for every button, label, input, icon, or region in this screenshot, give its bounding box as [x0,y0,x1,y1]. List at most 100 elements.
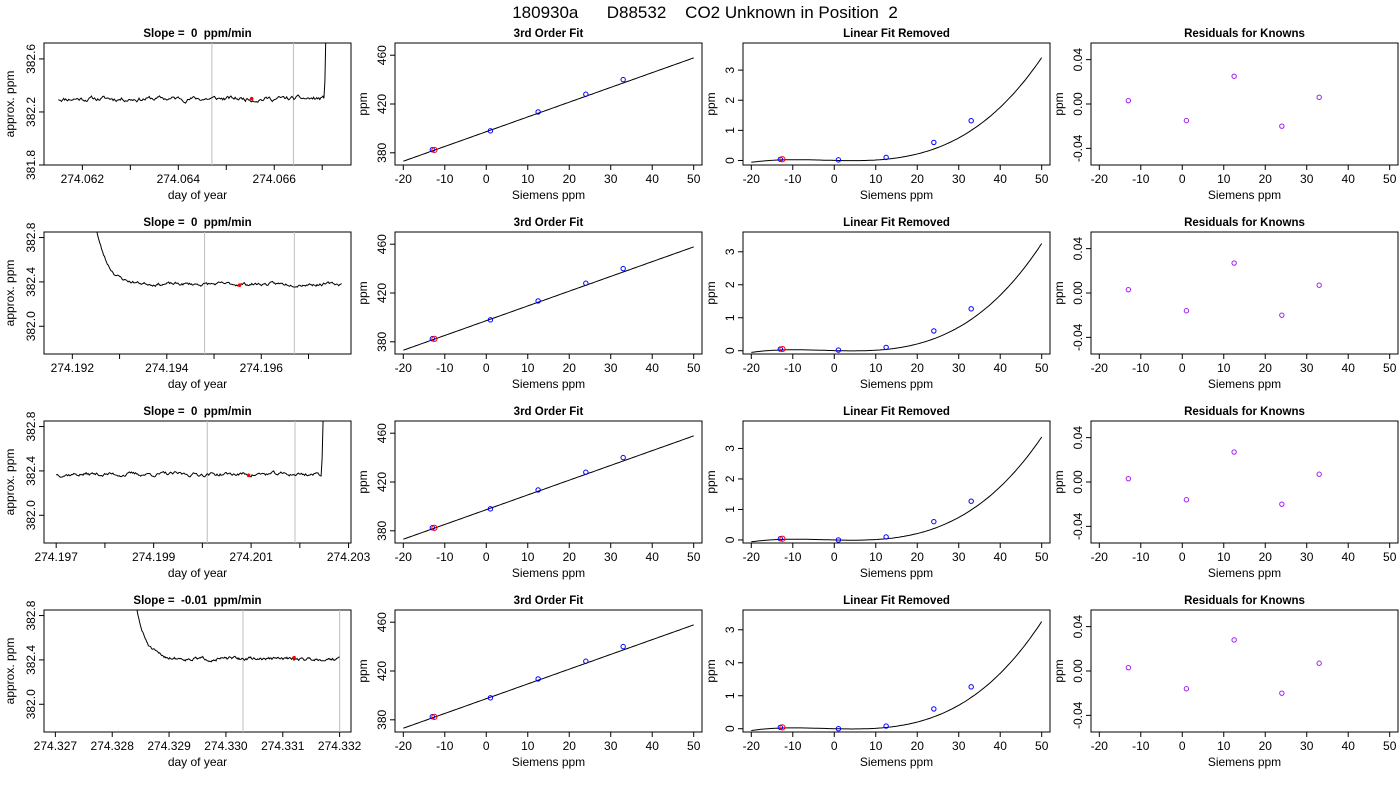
y-tick-label: 0 [723,536,737,543]
y-tick-label: 382.4 [24,645,38,675]
panel-title: Residuals for Knowns [1184,28,1305,40]
unknown-sample-point [779,535,786,542]
unknown-sample-point [779,156,786,163]
standard-point [968,306,974,312]
panel-r3-drift: Slope = 0 ppm/min 274.197 274.199 274.201 27… [3,406,371,580]
x-tick-label: 40 [1342,739,1356,753]
x-tick-label: 30 [1300,550,1314,564]
x-tick-label: -20 [743,172,761,186]
standard-point [620,76,626,83]
x-axis-label: day of year [168,566,227,580]
x-tick-label: 0 [1179,739,1186,753]
x-axis-label: Siemens ppm [512,377,585,391]
x-tick-label: 10 [1217,172,1231,186]
plot-area [1125,449,1322,507]
x-tick-label: 50 [687,739,701,753]
plot-area [1125,637,1322,696]
standard-point [1125,664,1132,671]
x-tick-label: 20 [563,361,577,375]
y-tick-label: 382.0 [24,500,38,530]
x-tick-label: 274.328 [91,739,135,753]
y-tick-label: -0.04 [1071,323,1085,351]
plot-frame [1090,42,1399,166]
analysis-point-marker [249,96,254,101]
standard-point [583,658,589,664]
x-tick-label: 0 [483,739,490,753]
x-tick-label: -20 [743,550,761,564]
standard-point [1279,501,1285,507]
x-tick-label: 50 [1035,361,1049,375]
x-tick-label: 30 [604,739,618,753]
x-tick-label: -10 [1132,172,1150,186]
plot-area [1125,73,1322,129]
y-tick-label: 0.00 [1071,470,1085,494]
plot-area [403,246,694,351]
y-tick-label: 382.4 [24,267,38,297]
x-tick-label: 274.066 [253,172,297,186]
x-tick-label: 30 [604,550,618,564]
unknown-sample-point [779,724,786,731]
panel-r3-linrem: Linear Fit Removed -20 -10 0 10 20 30 40 50 0 1 2 3 S… [704,406,1051,580]
standard-point [535,676,541,682]
panel-title: Residuals for Knowns [1184,217,1305,229]
standard-point [968,118,974,124]
standard-point [1231,260,1237,266]
panel-title: Linear Fit Removed [843,406,950,418]
fit-curve [403,624,694,729]
standard-point [487,695,494,701]
standard-point [487,128,494,134]
y-tick-label: 0.04 [1071,615,1085,639]
standard-point [835,157,842,163]
x-axis-label: Siemens ppm [1208,566,1281,580]
x-tick-label: 274.064 [157,172,201,186]
plot-area [751,621,1043,732]
standard-point [1183,497,1190,503]
x-tick-label: 10 [869,172,883,186]
x-tick-label: -10 [784,172,802,186]
y-tick-label: 1 [723,314,737,321]
x-tick-label: 0 [1179,172,1186,186]
x-axis-label: Siemens ppm [1208,188,1281,202]
x-tick-label: 0 [1179,550,1186,564]
x-tick-label: 0 [483,550,490,564]
x-tick-label: 50 [1383,172,1397,186]
y-axis-label: approx. ppm [3,638,17,705]
y-tick-label: 382.8 [24,222,38,252]
x-tick-label: 274.329 [147,739,191,753]
panel-r2-linrem: Linear Fit Removed -20 -10 0 10 20 30 40 50 0 1 2 3 S… [704,217,1051,391]
panel-title: Residuals for Knowns [1184,595,1305,607]
x-axis-label: Siemens ppm [512,755,585,769]
panel-r1-drift: Slope = 0 ppm/min 274.062 274.064 274.066 38… [3,28,352,202]
x-tick-label: 0 [483,361,490,375]
standard-point [583,91,589,97]
x-tick-label: -20 [743,739,761,753]
x-tick-label: 274.194 [145,361,189,375]
y-tick-label: 382.6 [24,44,38,74]
standard-point [931,139,937,146]
plot-area [403,57,694,162]
standard-point [835,537,842,543]
y-axis-label: approx. ppm [3,260,17,327]
x-tick-label: 30 [1300,739,1314,753]
x-tick-label: 40 [646,361,660,375]
standard-point [620,643,626,650]
plot-frame [1090,420,1399,544]
standard-point [535,298,541,304]
x-tick-label: 10 [1217,550,1231,564]
standard-point [1316,94,1322,101]
y-tick-label: 420 [375,283,389,303]
plot-frame [43,231,352,355]
y-axis-label: ppm [356,281,370,304]
standard-point [620,454,626,461]
standard-point [883,344,889,351]
x-tick-label: 20 [911,172,925,186]
x-axis-label: Siemens ppm [860,188,933,202]
plot-frame [742,609,1051,733]
plot-area [96,232,342,354]
x-tick-label: -20 [395,739,413,753]
x-tick-label: -20 [1091,361,1109,375]
plot-area [136,610,341,732]
y-tick-label: 0.00 [1071,659,1085,683]
plot-area [403,624,694,729]
x-tick-label: 10 [521,550,535,564]
